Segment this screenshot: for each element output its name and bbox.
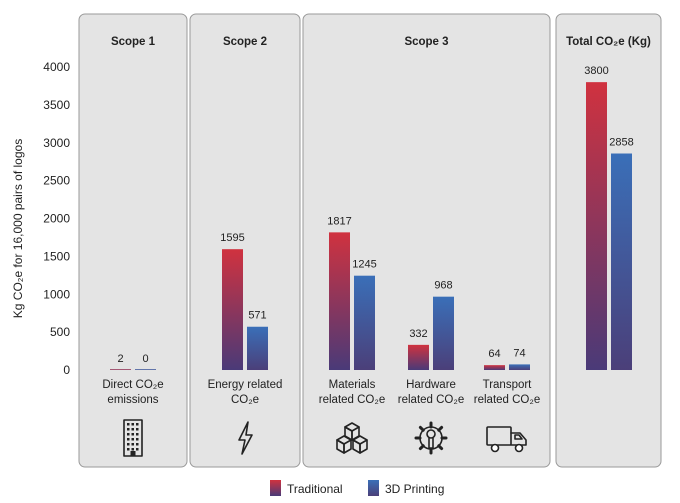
legend: Traditional 3D Printing bbox=[270, 480, 444, 496]
y-tick-label: 2000 bbox=[43, 212, 70, 226]
bar-traditional bbox=[329, 232, 350, 370]
value-label: 1245 bbox=[352, 259, 376, 271]
value-label: 2858 bbox=[609, 137, 633, 149]
bars: 2 0 Direct CO₂e emissions 1595 571 Energy rela… bbox=[102, 65, 633, 406]
bar-traditional bbox=[110, 369, 131, 370]
category-label: related CO₂e bbox=[474, 394, 540, 406]
value-label: 332 bbox=[409, 328, 427, 340]
value-label: 0 bbox=[142, 353, 148, 365]
category-label: related CO₂e bbox=[398, 394, 464, 406]
lightning-icon bbox=[238, 421, 253, 455]
category-label: related CO₂e bbox=[319, 394, 385, 406]
y-tick-label: 1000 bbox=[43, 287, 70, 301]
scope-title: Total CO₂e (Kg) bbox=[566, 36, 651, 48]
scope-panels: Scope 1 Scope 2 Scope 3 Total CO₂e (Kg) bbox=[78, 13, 662, 468]
y-tick-label: 3000 bbox=[43, 136, 70, 150]
value-label: 968 bbox=[434, 280, 452, 292]
truck-icon bbox=[486, 426, 527, 453]
value-label: 3800 bbox=[584, 65, 608, 77]
scope-panel bbox=[189, 13, 301, 468]
category-label: Direct CO₂e bbox=[102, 379, 163, 391]
scope-title: Scope 2 bbox=[223, 36, 267, 48]
bar-3d-printing bbox=[611, 153, 632, 370]
legend-label: Traditional bbox=[287, 482, 343, 496]
icons bbox=[123, 419, 527, 457]
gear-wrench-icon bbox=[414, 421, 448, 455]
y-tick-label: 2500 bbox=[43, 174, 70, 188]
y-tick-label: 0 bbox=[63, 363, 70, 377]
bar-3d-printing bbox=[509, 364, 530, 370]
category-label: CO₂e bbox=[231, 394, 259, 406]
legend-swatch-3d-printing bbox=[368, 480, 379, 496]
value-label: 1817 bbox=[327, 215, 351, 227]
y-tick-label: 3500 bbox=[43, 98, 70, 112]
scope-panel bbox=[78, 13, 188, 468]
value-label: 571 bbox=[248, 310, 266, 322]
bar-3d-printing bbox=[135, 369, 156, 370]
value-label: 1595 bbox=[220, 232, 244, 244]
bar-traditional bbox=[484, 365, 505, 370]
y-tick-label: 1500 bbox=[43, 249, 70, 263]
y-axis-title: Kg CO₂e for 16,000 pairs of logos bbox=[11, 139, 25, 318]
bar-traditional bbox=[408, 344, 429, 370]
building-icon bbox=[123, 419, 143, 457]
y-axis: 0 500 1000 1500 2000 2500 3000 3500 4000 Kg CO₂e … bbox=[11, 60, 70, 377]
scope-title: Scope 3 bbox=[404, 36, 448, 48]
bar-3d-printing bbox=[433, 296, 454, 370]
cubes-icon bbox=[336, 422, 368, 454]
category-label: Energy related bbox=[208, 379, 283, 391]
category-label: Materials bbox=[329, 379, 376, 391]
bar-3d-printing bbox=[354, 275, 375, 370]
scope-title: Scope 1 bbox=[111, 36, 156, 48]
scope-panel bbox=[555, 13, 662, 468]
value-label: 2 bbox=[117, 353, 123, 365]
y-tick-label: 4000 bbox=[43, 60, 70, 74]
category-label: emissions bbox=[107, 394, 158, 406]
category-label: Transport bbox=[483, 379, 533, 391]
value-label: 74 bbox=[513, 347, 525, 359]
y-tick-label: 500 bbox=[50, 325, 70, 339]
value-label: 64 bbox=[488, 348, 500, 360]
bar-traditional bbox=[586, 82, 607, 371]
category-label: Hardware bbox=[406, 379, 456, 391]
legend-label: 3D Printing bbox=[385, 482, 444, 496]
bar-traditional bbox=[222, 249, 243, 370]
legend-swatch-traditional bbox=[270, 480, 281, 496]
bar-3d-printing bbox=[247, 326, 268, 370]
